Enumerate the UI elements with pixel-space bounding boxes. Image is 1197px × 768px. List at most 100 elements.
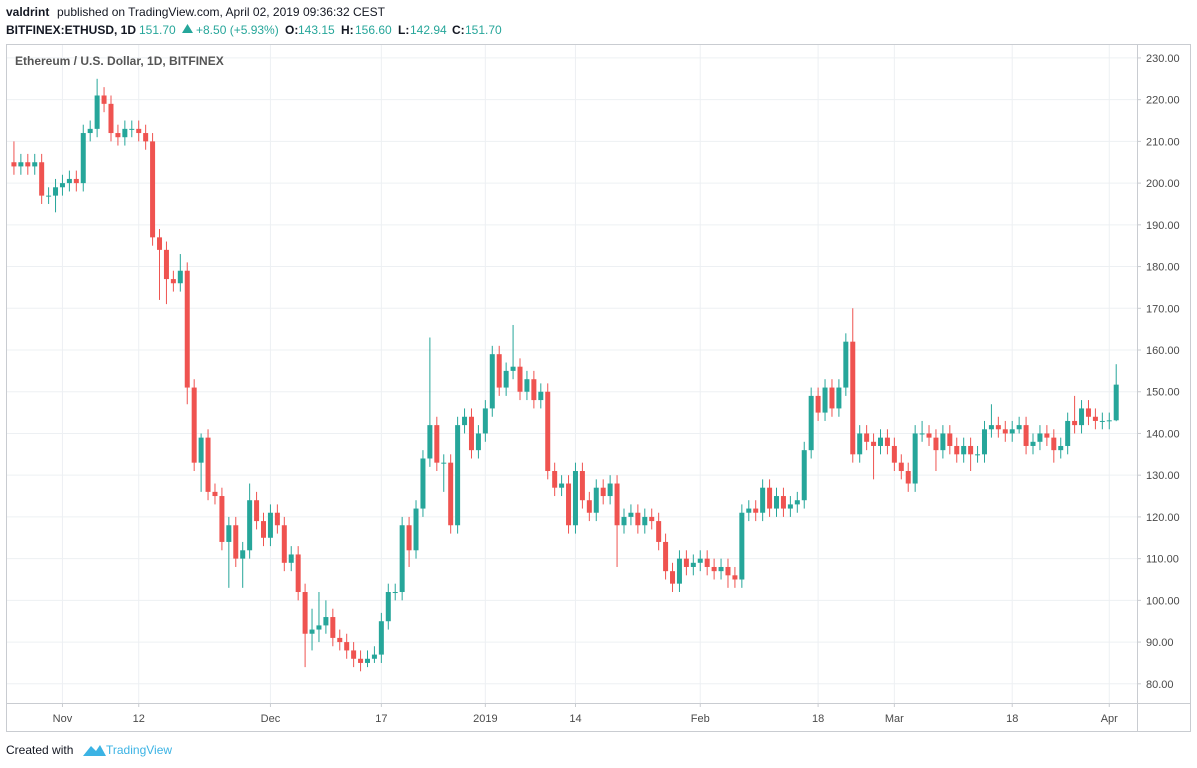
y-tick-label: 90.00: [1146, 637, 1174, 649]
candle-body: [66, 178, 72, 184]
candle-body: [219, 496, 225, 542]
candle-body: [18, 162, 24, 167]
candle-body: [572, 471, 578, 526]
x-tick-label: 12: [133, 713, 145, 725]
y-tick-label: 200.00: [1146, 178, 1180, 190]
candle-body: [760, 487, 766, 513]
candle-body: [1065, 420, 1071, 446]
ohlc-label: L:: [398, 23, 409, 37]
ohlc-value: 143.15: [298, 23, 335, 37]
candle-body: [614, 483, 620, 526]
candle-body: [233, 525, 239, 559]
candle-body: [621, 516, 627, 526]
candle-body: [420, 458, 426, 509]
candle-body: [1009, 429, 1015, 434]
candle-body: [981, 429, 987, 455]
candle-body: [732, 575, 738, 580]
candle-body: [676, 558, 682, 584]
y-tick-label: 170.00: [1146, 303, 1180, 315]
axes: 80.00 90.00 100.00 110.00 120.00 130.00 140.00…: [53, 53, 1180, 725]
candle-body: [1030, 441, 1036, 446]
ohlc-label: H:: [341, 23, 354, 37]
candle-body: [1016, 425, 1022, 430]
ohlc-label: C:: [452, 23, 465, 37]
candle-body: [406, 525, 412, 551]
candle-body: [524, 379, 530, 392]
candle-body: [600, 487, 606, 497]
candle-body: [254, 500, 260, 522]
candle-body: [371, 654, 377, 659]
candle-body: [1085, 408, 1091, 417]
candle-body: [247, 500, 253, 551]
candle-body: [968, 445, 974, 455]
footer-text: Created with: [6, 743, 73, 757]
candle-body: [718, 566, 724, 572]
candle-body: [150, 141, 156, 238]
candle-body: [378, 621, 384, 655]
candle-body: [607, 483, 613, 497]
candle-body: [947, 433, 953, 446]
y-tick-label: 160.00: [1146, 345, 1180, 357]
candle-body: [184, 270, 190, 388]
candle-body: [891, 445, 897, 463]
candle-body: [434, 425, 440, 463]
candle-body: [302, 592, 308, 634]
candle-body: [538, 391, 544, 401]
y-tick-label: 230.00: [1146, 53, 1180, 65]
y-tick-label: 110.00: [1146, 554, 1179, 566]
symbol: BITFINEX:ETHUSD, 1D: [6, 23, 136, 37]
candle-body: [385, 592, 391, 622]
candle-body: [489, 354, 495, 409]
candle-body: [850, 341, 856, 455]
candle-body: [510, 366, 516, 371]
candle-body: [801, 450, 807, 501]
candle-body: [32, 162, 38, 167]
candle-body: [746, 508, 752, 513]
candle-body: [441, 462, 447, 464]
candle-body: [53, 187, 59, 196]
price-change: +8.50 (+5.93%): [196, 23, 279, 37]
published-info: published on TradingView.com, April 02, …: [57, 5, 386, 19]
y-tick-label: 220.00: [1146, 95, 1180, 107]
candle-body: [954, 445, 960, 455]
plot: [11, 78, 1119, 672]
candle-body: [1079, 408, 1085, 426]
candle-body: [635, 512, 641, 526]
candle-body: [115, 133, 121, 138]
candle-body: [912, 433, 918, 484]
ohlc-value: 151.70: [465, 23, 502, 37]
candle-body: [392, 592, 398, 594]
candle-body: [670, 571, 676, 584]
candle-body: [59, 183, 65, 188]
candle-body: [690, 562, 696, 567]
candle-body: [871, 441, 877, 446]
candle-body: [267, 512, 273, 538]
y-tick-label: 80.00: [1146, 679, 1174, 691]
candle-body: [1037, 433, 1043, 442]
candle-body: [25, 162, 31, 167]
candle-body: [11, 162, 17, 167]
candle-body: [829, 387, 835, 409]
x-tick-label: Dec: [261, 713, 281, 725]
candle-body: [815, 395, 821, 413]
candle-body: [351, 650, 357, 659]
candle-body: [482, 408, 488, 434]
candle-body: [767, 487, 773, 509]
candle-body: [309, 629, 315, 634]
x-tick-label: Feb: [691, 713, 710, 725]
candle-body: [496, 354, 502, 388]
candle-body: [462, 416, 468, 426]
candle-body: [46, 195, 52, 197]
footer-brand[interactable]: TradingView: [106, 743, 172, 757]
up-arrow: [182, 24, 193, 33]
brand-logo: [83, 745, 106, 756]
candle-body: [905, 471, 911, 484]
candle-body: [1106, 420, 1112, 422]
candle-body: [864, 433, 870, 442]
candle-body: [274, 512, 280, 526]
x-tick-label: 14: [569, 713, 581, 725]
candle-body: [413, 508, 419, 551]
candle-body: [1099, 420, 1105, 422]
candle-body: [1113, 384, 1119, 421]
candle-body: [919, 433, 925, 435]
